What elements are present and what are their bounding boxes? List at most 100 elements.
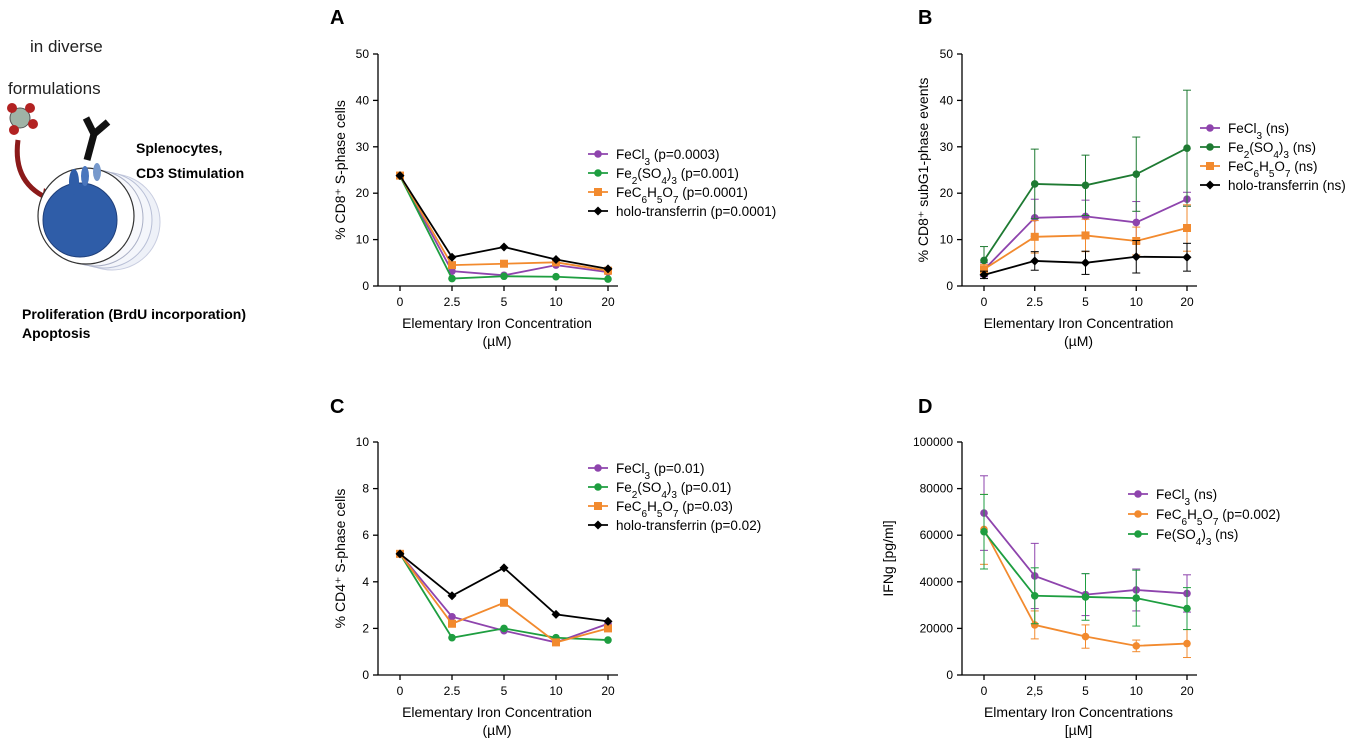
data-point bbox=[980, 265, 988, 274]
panel-label-b: B bbox=[918, 7, 932, 29]
x-axis-unit: (µM) bbox=[482, 333, 511, 349]
data-point bbox=[448, 274, 456, 283]
y-tick-label: 10 bbox=[356, 435, 370, 449]
legend-entry: holo-transferrin (ns) bbox=[1200, 178, 1346, 193]
legend-entry: holo-transferrin (p=0.0001) bbox=[588, 204, 776, 219]
data-point bbox=[499, 563, 509, 573]
legend-marker bbox=[594, 464, 602, 472]
y-axis-title: % CD8⁺ subG1-phase events bbox=[915, 78, 931, 263]
cell-stack-icon bbox=[37, 167, 161, 271]
x-tick-label: 10 bbox=[1130, 684, 1144, 698]
data-point bbox=[551, 609, 561, 619]
legend-entry: Fe2(SO4)3 (p=0.01) bbox=[588, 480, 731, 501]
y-tick-label: 100000 bbox=[913, 435, 953, 449]
legend-marker bbox=[593, 520, 603, 530]
chart-panel-d: 0 20000 40000 60000 80000 100000 0 2,5 5 10 20 Elme… bbox=[880, 435, 1280, 738]
x-axis-title: Elmentary Iron Concentrations bbox=[984, 704, 1173, 720]
x-axis-title: Elementary Iron Concentration bbox=[984, 315, 1174, 331]
legend-marker bbox=[594, 188, 602, 196]
x-tick-label: 0 bbox=[397, 684, 404, 698]
x-tick-label: 5 bbox=[1082, 295, 1089, 309]
schematic-stim-2: CD3 Stimulation bbox=[136, 165, 244, 181]
x-axis-unit: (µM) bbox=[1064, 333, 1093, 349]
data-point bbox=[1030, 621, 1039, 629]
data-point bbox=[604, 624, 612, 633]
legend-label: holo-transferrin (ns) bbox=[1228, 178, 1346, 193]
chart-panel-a: 0 10 20 30 40 50 0 2.5 5 10 20 Elementary Iron Conc… bbox=[332, 47, 776, 349]
y-tick-label: 0 bbox=[362, 668, 369, 682]
y-tick-label: 0 bbox=[362, 279, 369, 293]
x-tick-label: 2.5 bbox=[444, 684, 461, 698]
data-point bbox=[447, 252, 457, 262]
x-tick-label: 10 bbox=[1130, 295, 1144, 309]
data-point bbox=[1030, 256, 1040, 266]
y-tick-label: 4 bbox=[362, 575, 369, 589]
schematic-text-2: formulations bbox=[8, 79, 101, 98]
legend-entry: FeCl3 (ns) bbox=[1200, 121, 1289, 142]
y-tick-label: 40000 bbox=[920, 575, 954, 589]
legend-entry: Fe2(SO4)3 (p=0.001) bbox=[588, 166, 739, 187]
series-Fe(SO4)3 bbox=[980, 493, 1191, 631]
y-tick-label: 60000 bbox=[920, 528, 954, 542]
legend-label: FeCl3 (p=0.0003) bbox=[616, 147, 720, 168]
data-point bbox=[1183, 639, 1191, 648]
x-tick-label: 20 bbox=[601, 295, 615, 309]
chart-panel-c: 0 2 4 6 8 10 0 2.5 5 10 20 Elementary Iron Concentr… bbox=[332, 435, 761, 738]
y-tick-label: 30 bbox=[940, 140, 954, 154]
x-tick-label: 20 bbox=[601, 684, 615, 698]
schematic-outcome-1: Proliferation (BrdU incorporation) bbox=[22, 306, 246, 322]
legend-label: FeC6H5O7 (p=0.0001) bbox=[616, 185, 748, 206]
x-tick-label: 5 bbox=[501, 295, 508, 309]
x-tick-label: 5 bbox=[501, 684, 508, 698]
data-point bbox=[1132, 218, 1141, 227]
x-axis-title: Elementary Iron Concentration bbox=[402, 315, 592, 331]
data-point bbox=[552, 638, 560, 647]
legend-marker bbox=[1134, 490, 1142, 498]
data-point bbox=[1132, 642, 1141, 650]
y-tick-label: 30 bbox=[356, 140, 370, 154]
y-tick-label: 0 bbox=[946, 668, 953, 682]
data-point bbox=[448, 633, 456, 642]
series-line bbox=[399, 175, 609, 270]
y-tick-label: 40 bbox=[940, 93, 954, 107]
y-axis-title: % CD8⁺ S-phase cells bbox=[332, 100, 348, 240]
data-point bbox=[1182, 252, 1192, 262]
legend-entry: FeCl3 (ns) bbox=[1128, 487, 1217, 508]
panel-label-a: A bbox=[330, 7, 344, 29]
data-point bbox=[500, 598, 508, 607]
legend-entry: holo-transferrin (p=0.02) bbox=[588, 518, 761, 533]
y-tick-label: 50 bbox=[356, 47, 370, 61]
data-point bbox=[448, 261, 456, 270]
legend-label: holo-transferrin (p=0.0001) bbox=[616, 204, 776, 219]
y-tick-label: 20 bbox=[940, 186, 954, 200]
series-Fe2(SO4)3 bbox=[980, 89, 1191, 275]
data-point bbox=[1081, 258, 1090, 268]
data-point bbox=[979, 270, 989, 280]
schematic-stim-1: Splenocytes, bbox=[136, 140, 222, 156]
schematic-text-1: in diverse bbox=[30, 37, 103, 56]
data-point bbox=[395, 171, 405, 181]
x-tick-label: 10 bbox=[549, 295, 563, 309]
data-point bbox=[448, 612, 456, 621]
data-point bbox=[1081, 181, 1090, 190]
legend-marker bbox=[1206, 124, 1214, 132]
legend-label: FeC6H5O7 (p=0.002) bbox=[1156, 507, 1280, 528]
panel-label-c: C bbox=[330, 396, 344, 418]
legend-marker bbox=[594, 502, 602, 510]
y-tick-label: 50 bbox=[940, 47, 954, 61]
legend-label: Fe2(SO4)3 (p=0.01) bbox=[616, 480, 731, 501]
y-tick-label: 20 bbox=[356, 186, 370, 200]
legend-marker bbox=[1206, 162, 1214, 170]
x-tick-label: 2,5 bbox=[1026, 684, 1043, 698]
legend-label: FeCl3 (ns) bbox=[1156, 487, 1217, 508]
data-point bbox=[500, 624, 508, 633]
data-point bbox=[980, 256, 988, 265]
x-tick-label: 20 bbox=[1180, 684, 1194, 698]
iron-particle-icon bbox=[7, 103, 38, 135]
data-point bbox=[1030, 232, 1039, 241]
data-point bbox=[500, 259, 508, 268]
legend-label: Fe2(SO4)3 (ns) bbox=[1228, 140, 1316, 161]
legend-entry: Fe2(SO4)3 (ns) bbox=[1200, 140, 1316, 161]
legend-label: Fe2(SO4)3 (p=0.001) bbox=[616, 166, 739, 187]
